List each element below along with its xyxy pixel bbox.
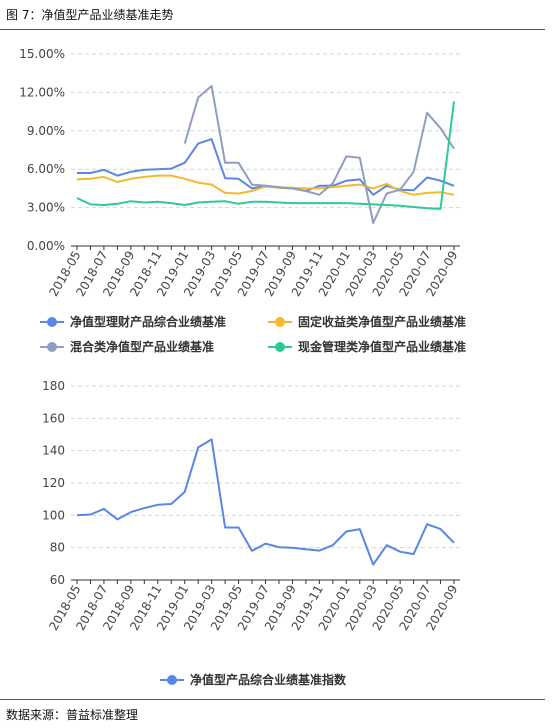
figure-title: 图 7：净值型产品业绩基准走势 bbox=[6, 8, 174, 22]
y-tick-label: 60 bbox=[50, 573, 65, 587]
legend-marker bbox=[275, 342, 285, 352]
y-tick-label: 12.00% bbox=[19, 85, 65, 99]
y-tick-label: 3.00% bbox=[27, 201, 65, 215]
legend-label: 净值型产品综合业绩基准指数 bbox=[190, 672, 347, 687]
series-line bbox=[76, 438, 455, 566]
y-tick-label: 80 bbox=[50, 541, 65, 555]
legend-item[interactable]: 净值型产品综合业绩基准指数 bbox=[160, 672, 347, 687]
legend-marker bbox=[167, 675, 177, 685]
y-tick-label: 9.00% bbox=[27, 124, 65, 138]
legend-label: 固定收益类净值型产品业绩基准 bbox=[298, 314, 466, 329]
source-note: 数据来源：普益标准整理 bbox=[6, 708, 139, 722]
series-line bbox=[183, 85, 455, 224]
legend-item[interactable]: 净值型理财产品综合业绩基准 bbox=[40, 314, 226, 329]
top-rule bbox=[0, 29, 545, 30]
y-tick-label: 15.00% bbox=[19, 47, 65, 61]
y-tick-label: 6.00% bbox=[27, 162, 65, 176]
y-tick-label: 180 bbox=[42, 379, 65, 393]
bottom-rule bbox=[0, 699, 545, 700]
legend-label: 现金管理类净值型产品业绩基准 bbox=[298, 339, 466, 354]
y-tick-label: 160 bbox=[42, 411, 65, 425]
y-tick-label: 140 bbox=[42, 444, 65, 458]
y-tick-label: 100 bbox=[42, 508, 65, 522]
legend-marker bbox=[47, 317, 57, 327]
chart-2: 60801001201401601802018-052018-072018-09… bbox=[42, 379, 461, 687]
legend-item[interactable]: 混合类净值型产品业绩基准 bbox=[40, 339, 214, 354]
chart-1: 0.00%3.00%6.00%9.00%12.00%15.00%2018-052… bbox=[19, 47, 466, 354]
y-tick-label: 0.00% bbox=[27, 239, 65, 253]
y-tick-label: 120 bbox=[42, 476, 65, 490]
series-line bbox=[76, 101, 455, 210]
legend-marker bbox=[275, 317, 285, 327]
legend-label: 净值型理财产品综合业绩基准 bbox=[70, 314, 226, 329]
legend-marker bbox=[47, 342, 57, 352]
legend-item[interactable]: 固定收益类净值型产品业绩基准 bbox=[268, 314, 466, 329]
legend-label: 混合类净值型产品业绩基准 bbox=[70, 339, 214, 354]
legend-item[interactable]: 现金管理类净值型产品业绩基准 bbox=[268, 339, 466, 354]
